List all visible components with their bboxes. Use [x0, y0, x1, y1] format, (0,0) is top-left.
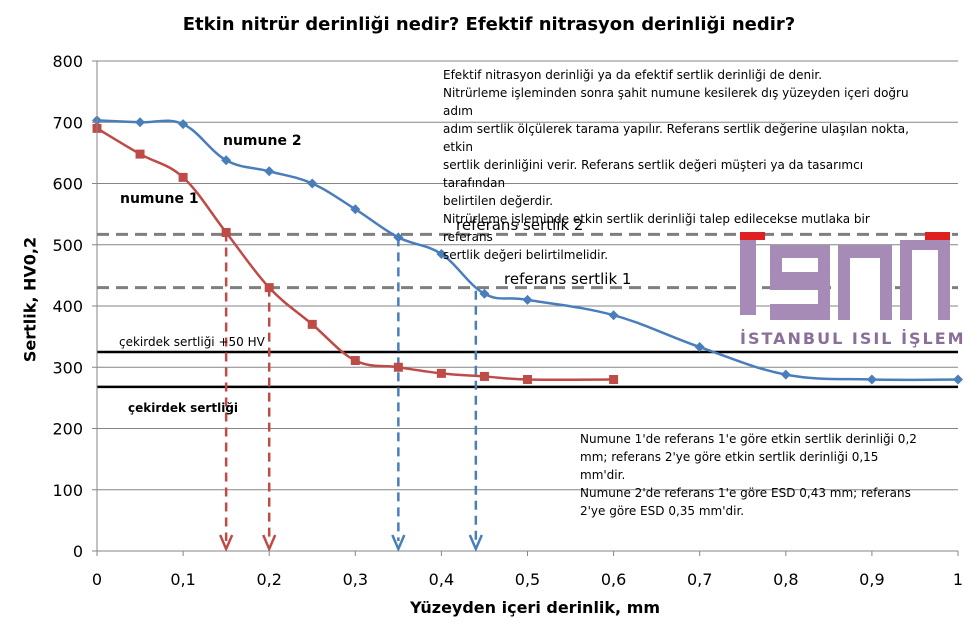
core-hardness-label: çekirdek sertliği — [128, 401, 239, 415]
reference-label-2: referans sertlik 2 — [456, 216, 584, 234]
y-tick-label: 0 — [73, 542, 83, 561]
data-point — [393, 232, 404, 243]
x-tick-label: 0,3 — [343, 570, 368, 589]
top-note-line: belirtilen değerdir. — [443, 194, 554, 208]
data-point — [866, 374, 877, 385]
logo-text: İSTANBUL ISIL İŞLEM — [740, 329, 966, 348]
data-point — [135, 117, 146, 128]
data-point — [178, 119, 189, 130]
data-point — [523, 375, 532, 384]
bottom-note: Numune 1'de referans 1'e göre etkin sert… — [580, 430, 940, 520]
data-point — [264, 166, 275, 177]
bottom-note-line: mm; referans 2'ye göre etkin sertlik der… — [580, 450, 879, 464]
data-point — [221, 155, 232, 166]
y-tick-label: 700 — [52, 113, 83, 132]
logo-graphic — [740, 232, 950, 320]
x-tick-label: 0,4 — [429, 570, 454, 589]
data-point — [479, 371, 489, 381]
data-point — [953, 374, 963, 385]
data-point — [264, 283, 274, 293]
series-label-numune-2: numune 2 — [223, 133, 302, 149]
data-point — [780, 369, 791, 380]
depth-arrow-head — [391, 534, 406, 553]
core-plus-50-label: çekirdek sertliği +50 HV — [119, 335, 265, 349]
data-point — [350, 356, 360, 366]
top-note-line: adım sertlik ölçülerek tarama yapılır. R… — [443, 122, 909, 154]
x-axis-label: Yüzeyden içeri derinlik, mm — [409, 598, 661, 617]
data-point — [436, 368, 446, 378]
data-point — [221, 228, 231, 237]
data-point — [350, 204, 361, 215]
series-lines — [92, 115, 963, 385]
data-point — [522, 294, 533, 305]
bottom-note-line: Numune 1'de referans 1'e göre etkin sert… — [580, 432, 917, 446]
y-tick-label: 400 — [52, 297, 83, 316]
data-point — [307, 178, 318, 189]
x-tick-label: 0,2 — [256, 570, 281, 589]
x-tick-label: 0,8 — [773, 570, 798, 589]
reference-lines — [97, 232, 958, 389]
bottom-note-line: mm'dir. — [580, 468, 626, 482]
data-point — [178, 172, 188, 182]
chart-title: Etkin nitrür derinliği nedir? Efektif ni… — [182, 14, 796, 35]
y-tick-label: 600 — [52, 175, 83, 194]
data-point — [436, 248, 447, 259]
depth-arrows — [219, 232, 483, 553]
depth-arrow-head — [219, 534, 234, 553]
data-point — [479, 288, 490, 299]
y-tick-label: 500 — [52, 236, 83, 255]
data-point — [608, 310, 619, 321]
x-tick-label: 0,1 — [170, 570, 195, 589]
x-tick-label: 0,6 — [601, 570, 626, 589]
depth-arrow-head — [262, 534, 277, 553]
data-point — [135, 149, 145, 159]
data-point — [307, 319, 317, 329]
top-note-line: Efektif nitrasyon derinliği ya da efekti… — [443, 68, 823, 82]
top-note-line: sertlik değeri belirtilmelidir. — [443, 248, 609, 262]
bottom-note-line: Numune 2'de referans 1'e göre ESD 0,43 m… — [580, 486, 911, 500]
top-note-line: Nitrürleme işleminde etkin sertlik derin… — [443, 212, 870, 244]
x-tick-label: 0,9 — [859, 570, 884, 589]
data-point — [609, 375, 619, 384]
x-tick-label: 0 — [92, 570, 102, 589]
bottom-note-line: 2'ye göre ESD 0,35 mm'dir. — [580, 504, 745, 518]
y-axis-label: Sertlik, HV0,2 — [20, 236, 40, 363]
y-tick-label: 300 — [52, 358, 83, 377]
data-point — [694, 342, 705, 353]
x-tick-label: 1 — [953, 570, 963, 589]
y-tick-label: 800 — [52, 52, 83, 71]
series-label-numune-1: numune 1 — [120, 191, 199, 207]
data-point — [393, 362, 403, 372]
x-tick-label: 0,7 — [687, 570, 712, 589]
top-note: Efektif nitrasyon derinliği ya da efekti… — [443, 66, 913, 264]
top-note-line: sertlik derinliğini verir. Referans sert… — [443, 158, 864, 190]
y-tick-label: 100 — [52, 481, 83, 500]
axes: 0 100 200 300 400 500 600 700 800 0 0,1 0,2 0,3 0,4 0,… — [52, 52, 963, 589]
depth-arrow-head — [468, 534, 483, 553]
reference-label-1: referans sertlik 1 — [504, 270, 632, 288]
grid-lines — [97, 60, 958, 552]
top-note-line: Nitrürleme işleminden sonra şahit numune… — [443, 86, 909, 118]
y-tick-label: 200 — [52, 420, 83, 439]
x-tick-label: 0,5 — [515, 570, 540, 589]
